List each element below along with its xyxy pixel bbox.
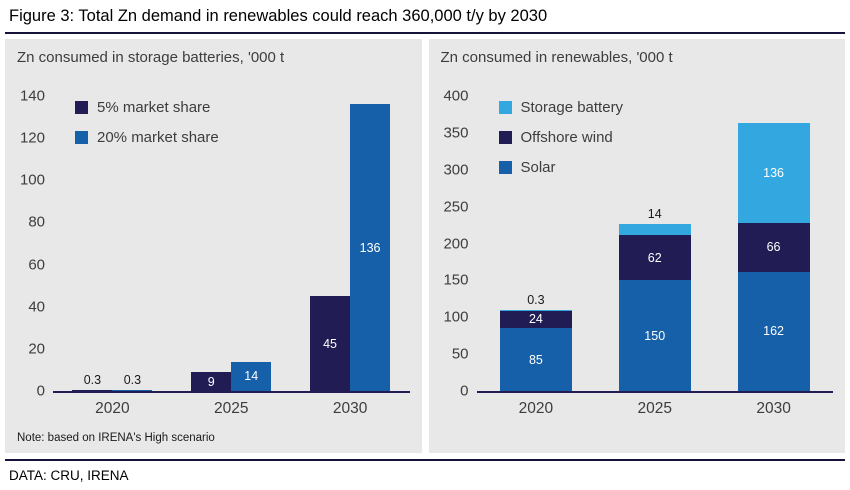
x-tick-label: 2030: [714, 400, 833, 418]
chart-panels: Zn consumed in storage batteries, '000 t…: [0, 34, 850, 453]
y-tick-label: 100: [443, 310, 468, 325]
y-tick-label: 60: [28, 257, 45, 272]
y-tick-label: 350: [443, 125, 468, 140]
y-tick-label: 250: [443, 199, 468, 214]
stacked-bar: 136 66 162: [738, 123, 810, 391]
plot-area: Storage battery Offshore wind Solar 0.3 24 85…: [477, 96, 834, 393]
legend-swatch: [75, 101, 88, 114]
bar-segment: 136: [738, 123, 810, 223]
y-tick-label: 20: [28, 341, 45, 356]
bar-value-label: 14: [648, 208, 662, 221]
chart-panel-storage-batteries: Zn consumed in storage batteries, '000 t…: [5, 39, 422, 453]
plot-wrap: Storage battery Offshore wind Solar 0.3 24 85…: [477, 96, 834, 418]
bar-value-label: 85: [529, 353, 543, 366]
x-tick-label: 2025: [172, 400, 291, 418]
y-tick-label: 50: [452, 347, 469, 362]
y-tick-label: 0: [37, 384, 45, 399]
bar-segment: 14: [619, 224, 691, 234]
category-slot: 136 66 162: [714, 96, 833, 391]
legend-label: Solar: [521, 159, 556, 176]
bar-value-label: 0.3: [527, 294, 544, 307]
y-tick-label: 400: [443, 89, 468, 104]
bar-value-label: 0.3: [124, 374, 141, 387]
chart-note: Note: based on IRENA's High scenario: [17, 432, 215, 444]
bar-segment: 85: [500, 328, 572, 391]
bar-segment: 162: [738, 272, 810, 391]
chart-title: Zn consumed in storage batteries, '000 t: [17, 49, 410, 66]
bar-value-label: 14: [244, 370, 258, 383]
x-tick-label: 2030: [291, 400, 410, 418]
bar: 45: [310, 296, 350, 391]
x-tick-label: 2025: [595, 400, 714, 418]
y-tick-label: 120: [20, 131, 45, 146]
legend: 5% market share 20% market share: [75, 99, 219, 146]
y-tick-label: 100: [20, 173, 45, 188]
y-tick-label: 150: [443, 273, 468, 288]
legend-swatch: [75, 131, 88, 144]
bar-value-label: 66: [767, 241, 781, 254]
stacked-bar: 14 62 150: [619, 224, 691, 391]
bar-value-label: 162: [763, 325, 784, 338]
bar: 0.3: [72, 390, 112, 391]
bar: 136: [350, 104, 390, 391]
bar-value-label: 45: [323, 337, 337, 350]
y-tick-label: 300: [443, 162, 468, 177]
bar-segment: 66: [738, 223, 810, 272]
bar-value-label: 0.3: [84, 374, 101, 387]
bar-segment: 24: [500, 311, 572, 329]
bar-value-label: 9: [208, 375, 215, 388]
x-tick-label: 2020: [477, 400, 596, 418]
legend-item: 5% market share: [75, 99, 219, 116]
chart-panel-renewables: Zn consumed in renewables, '000 t 400 350…: [429, 39, 846, 453]
bar-value-label: 24: [529, 313, 543, 326]
y-tick-label: 200: [443, 236, 468, 251]
legend-swatch: [499, 101, 512, 114]
category-slot: 45 136: [291, 96, 410, 391]
legend-label: 20% market share: [97, 129, 219, 146]
y-tick-label: 80: [28, 215, 45, 230]
legend: Storage battery Offshore wind Solar: [499, 99, 624, 176]
bar-value-label: 150: [644, 329, 665, 342]
bar: 14: [231, 362, 271, 392]
legend-item: Solar: [499, 159, 624, 176]
legend-item: Storage battery: [499, 99, 624, 116]
bar-segment: 150: [619, 280, 691, 391]
chart-title: Zn consumed in renewables, '000 t: [441, 49, 834, 66]
legend-label: Offshore wind: [521, 129, 613, 146]
y-tick-label: 140: [20, 89, 45, 104]
y-tick-label: 40: [28, 299, 45, 314]
figure-title: Figure 3: Total Zn demand in renewables …: [0, 0, 850, 30]
legend-label: 5% market share: [97, 99, 210, 116]
y-tick-label: 0: [460, 384, 468, 399]
bar-value-label: 136: [360, 241, 381, 254]
x-tick-label: 2020: [53, 400, 172, 418]
bar-value-label: 62: [648, 251, 662, 264]
legend-swatch: [499, 131, 512, 144]
legend-swatch: [499, 161, 512, 174]
legend-label: Storage battery: [521, 99, 624, 116]
bar: 0.3: [112, 390, 152, 391]
bar: 9: [191, 372, 231, 391]
bar-segment: 62: [619, 235, 691, 281]
legend-item: 20% market share: [75, 129, 219, 146]
bar-value-label: 136: [763, 166, 784, 179]
legend-item: Offshore wind: [499, 129, 624, 146]
data-source: DATA: CRU, IRENA: [0, 461, 850, 490]
